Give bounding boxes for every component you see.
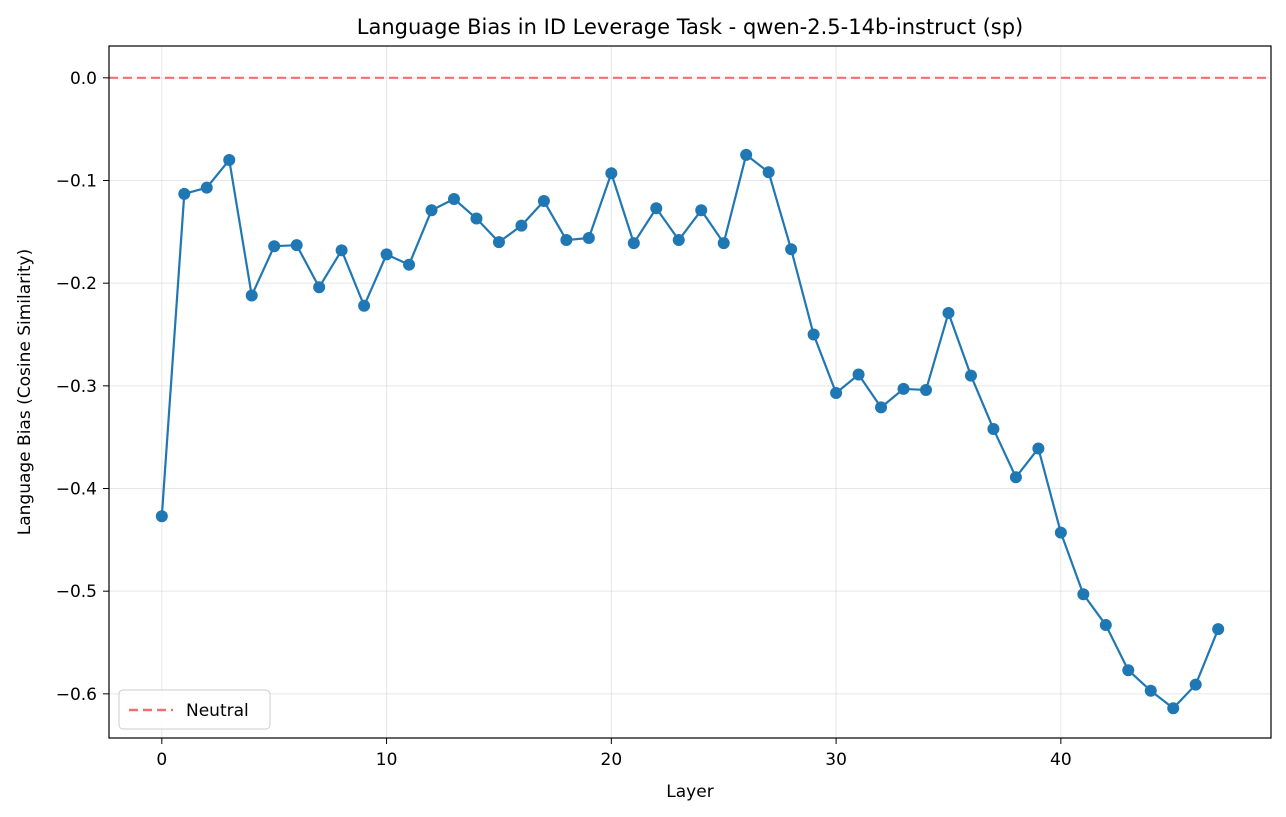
- chart-title: Language Bias in ID Leverage Task - qwen…: [357, 15, 1023, 39]
- data-point: [313, 281, 326, 294]
- data-point: [1077, 588, 1090, 601]
- data-point: [785, 243, 798, 256]
- data-point: [1009, 471, 1022, 484]
- x-tick-label: 20: [601, 750, 623, 770]
- data-point: [223, 153, 236, 166]
- data-point: [1032, 442, 1045, 455]
- y-tick-label: −0.3: [56, 377, 97, 397]
- data-point: [830, 387, 843, 400]
- data-point: [852, 368, 865, 381]
- data-point: [1212, 623, 1225, 636]
- series-line: [160, 153, 1220, 710]
- data-point: [380, 248, 393, 261]
- y-tick-label: −0.6: [56, 685, 97, 705]
- data-point: [448, 192, 461, 205]
- x-axis-ticks: 0 10 20 30 40: [156, 738, 1072, 770]
- data-point: [807, 328, 820, 341]
- legend: Neutral: [118, 689, 271, 730]
- data-point: [178, 187, 191, 200]
- data-point: [358, 299, 371, 312]
- y-tick-label: −0.4: [56, 480, 97, 500]
- grid-lines: [109, 46, 1271, 738]
- data-point: [1099, 619, 1112, 632]
- data-point: [897, 382, 910, 395]
- data-point: [1189, 678, 1202, 691]
- data-point: [1144, 684, 1157, 697]
- y-tick-label: −0.2: [56, 274, 97, 294]
- x-axis-label: Layer: [666, 782, 713, 802]
- data-point: [672, 234, 685, 247]
- data-point: [695, 204, 708, 217]
- data-point: [582, 231, 595, 244]
- data-point: [1054, 526, 1067, 539]
- legend-box: [118, 689, 271, 730]
- data-point: [987, 422, 1000, 435]
- data-point: [155, 510, 168, 523]
- y-tick-label: −0.1: [56, 171, 97, 191]
- data-point: [403, 258, 416, 271]
- data-point: [200, 181, 213, 194]
- data-point: [425, 204, 438, 217]
- data-point: [537, 195, 550, 208]
- y-axis-ticks: 0.0 −0.1 −0.2 −0.3 −0.4 −0.5 −0.6: [56, 69, 109, 705]
- x-tick-label: 10: [376, 750, 398, 770]
- x-tick-label: 40: [1050, 750, 1072, 770]
- y-tick-label: 0.0: [70, 69, 97, 89]
- data-point: [627, 237, 640, 250]
- data-point: [335, 244, 348, 257]
- data-point: [1167, 702, 1180, 715]
- legend-label-neutral: Neutral: [186, 701, 249, 721]
- data-point: [492, 236, 505, 249]
- plot-frame: [108, 45, 1272, 739]
- data-point: [650, 202, 663, 215]
- data-point: [470, 212, 483, 225]
- data-point: [268, 240, 281, 253]
- data-point: [515, 219, 528, 232]
- series-layer: [155, 148, 1225, 715]
- y-axis-label: Language Bias (Cosine Similarity): [15, 249, 35, 536]
- data-point: [605, 167, 618, 180]
- data-point: [717, 237, 730, 250]
- x-tick-label: 30: [825, 750, 847, 770]
- data-point: [964, 369, 977, 382]
- y-tick-label: −0.5: [56, 582, 97, 602]
- data-point: [919, 383, 932, 396]
- data-point: [875, 401, 888, 414]
- data-point: [762, 166, 775, 179]
- data-point: [1122, 664, 1135, 677]
- x-tick-label: 0: [156, 750, 167, 770]
- data-point: [245, 289, 258, 302]
- data-point: [740, 148, 753, 161]
- data-point: [560, 234, 573, 247]
- data-point: [290, 239, 303, 252]
- data-point: [942, 306, 955, 319]
